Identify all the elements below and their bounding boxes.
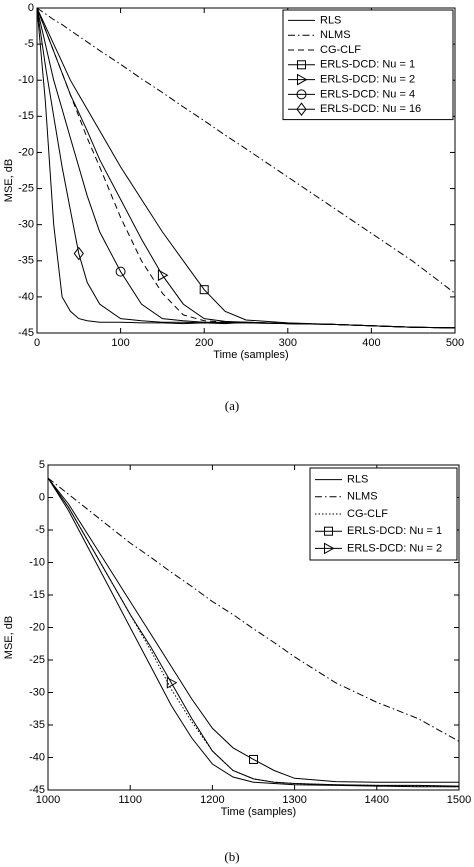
legend-marker (324, 542, 335, 555)
y-tick-label: -40 (29, 751, 45, 763)
y-tick-label: -45 (18, 327, 34, 339)
legend-label: ERLS-DCD: Nu = 2 (347, 542, 442, 554)
y-tick-label: 5 (39, 459, 45, 471)
y-tick-label: -20 (29, 621, 45, 633)
x-tick-label: 200 (195, 337, 213, 349)
series-line (47, 477, 460, 787)
series-line (47, 477, 459, 783)
y-tick-label: -10 (29, 556, 45, 568)
legend-label: ERLS-DCD: Nu = 16 (320, 103, 421, 115)
y-tick-label: -35 (18, 255, 34, 267)
series-line (36, 7, 456, 294)
legend-label: CG-CLF (320, 44, 361, 56)
y-tick-label: -40 (18, 291, 34, 303)
legend-box (309, 467, 458, 561)
legend-label: ERLS-DCD: Nu = 1 (347, 525, 442, 537)
series-marker (115, 266, 126, 277)
caption: (a) (225, 398, 239, 413)
legend-marker (297, 60, 306, 70)
y-tick-label: -10 (18, 74, 34, 86)
x-tick-label: 0 (34, 337, 40, 349)
x-tick-label: 1400 (365, 794, 389, 806)
y-tick-label: -20 (18, 146, 34, 158)
y-tick-label: -25 (29, 654, 45, 666)
series-marker (166, 676, 178, 689)
y-tick-label: -30 (29, 686, 45, 698)
legend-marker (296, 102, 307, 117)
series-marker (199, 285, 209, 295)
caption: (b) (224, 849, 239, 864)
legend-label: ERLS-DCD: Nu = 2 (320, 74, 415, 86)
y-tick-label: -15 (18, 110, 34, 122)
y-tick-label: -25 (18, 182, 34, 194)
y-tick-label: -45 (29, 784, 45, 796)
y-tick-label: -35 (29, 719, 45, 731)
y-tick-label: 0 (39, 491, 45, 503)
y-axis-label: MSE, dB (3, 159, 15, 202)
x-tick-label: 1200 (200, 794, 224, 806)
x-tick-label: 1100 (118, 794, 142, 806)
legend-marker (297, 73, 308, 86)
legend-label: NLMS (320, 29, 351, 41)
x-tick-label: 400 (362, 337, 380, 349)
x-axis-label: Time (samples) (213, 349, 288, 361)
series-line (47, 477, 460, 742)
legend-label: CG-CLF (347, 508, 388, 520)
y-tick-label: 0 (28, 2, 34, 14)
series-line (47, 477, 459, 788)
legend-marker (324, 526, 333, 536)
series-marker (157, 269, 169, 282)
y-tick-label: -5 (35, 524, 45, 536)
legend-label: RLS (347, 474, 368, 486)
legend-label: NLMS (347, 491, 378, 503)
y-axis-label: MSE, dB (3, 616, 15, 659)
legend-label: ERLS-DCD: Nu = 4 (320, 88, 415, 100)
legend-label: RLS (320, 14, 341, 26)
x-tick-label: 500 (446, 337, 464, 349)
y-tick-label: -15 (29, 589, 45, 601)
x-tick-label: 1000 (36, 794, 60, 806)
x-tick-label: 300 (279, 337, 297, 349)
series-marker (249, 754, 258, 764)
legend-label: ERLS-DCD: Nu = 1 (320, 59, 415, 71)
x-tick-label: 1500 (447, 794, 471, 806)
x-tick-label: 1300 (282, 794, 306, 806)
y-tick-label: -30 (18, 219, 34, 231)
x-tick-label: 100 (111, 337, 129, 349)
series-marker (73, 246, 84, 261)
x-axis-label: Time (samples) (221, 806, 296, 818)
y-tick-label: -5 (24, 38, 34, 50)
legend-marker (296, 89, 307, 100)
series-line (36, 7, 456, 329)
